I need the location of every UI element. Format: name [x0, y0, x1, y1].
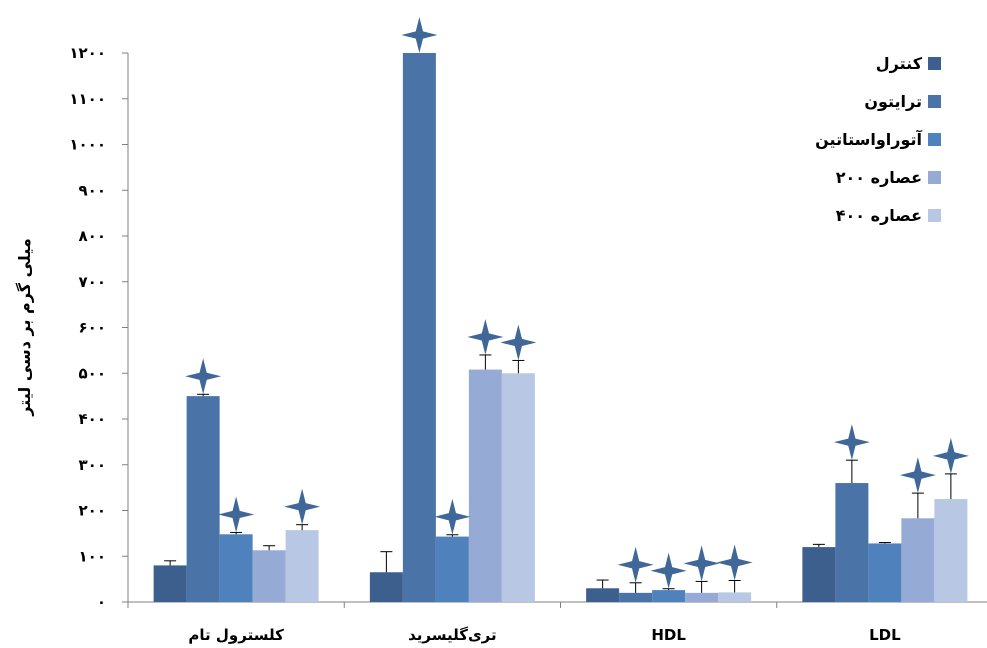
legend-label: عصاره ۲۰۰	[836, 168, 922, 187]
bar	[369, 572, 403, 602]
significance-star-icon	[932, 437, 969, 474]
y-tick-label: ۱۱۰۰	[69, 90, 106, 108]
significance-star-icon	[899, 457, 936, 494]
bar	[901, 518, 935, 602]
bar	[586, 588, 620, 602]
legend-label: ترایتون	[864, 92, 922, 111]
bar	[285, 530, 319, 602]
y-tick-label: ۶۰۰	[79, 319, 106, 337]
bar	[652, 590, 686, 602]
bar	[252, 550, 286, 602]
legend: کنترل ترایتون آتوراواستاتین عصاره ۲۰۰ عصاره …	[815, 54, 941, 225]
bar	[186, 396, 220, 602]
legend-label: عصاره ۴۰۰	[836, 206, 922, 225]
y-tick-label: ۹۰۰	[79, 181, 106, 199]
y-tick-label: ۱۲۰۰	[69, 44, 106, 62]
bar	[435, 536, 469, 602]
y-tick-label: ۳۰۰	[79, 456, 106, 474]
significance-star-icon	[683, 545, 720, 582]
category-label: کلسترول تام	[188, 626, 284, 644]
significance-star-icon	[284, 488, 321, 525]
significance-star-icon	[401, 17, 438, 53]
y-tick-label: ۱۰۰۰	[69, 136, 106, 154]
category-label: LDL	[869, 626, 901, 644]
bar	[402, 53, 436, 602]
bar	[718, 592, 752, 602]
bar	[868, 543, 902, 602]
legend-swatch	[928, 209, 941, 222]
significance-star-icon	[716, 544, 753, 581]
significance-star-icon	[185, 358, 222, 395]
legend-label: آتوراواستاتین	[815, 129, 922, 149]
y-tick-label: ۲۰۰	[79, 502, 106, 520]
significance-star-icon	[833, 424, 870, 461]
y-axis-title: میلی گرم بر دسی لیتر	[15, 238, 34, 417]
y-tick-label: ۴۰۰	[79, 410, 106, 428]
bar	[934, 499, 968, 602]
legend-swatch	[928, 57, 941, 70]
bar	[619, 592, 653, 602]
y-tick-label: ۵۰۰	[79, 364, 106, 382]
significance-markers-group	[185, 17, 969, 589]
significance-star-icon	[467, 318, 504, 355]
significance-star-icon	[650, 552, 687, 589]
bars-group	[153, 53, 968, 602]
bar	[802, 547, 836, 602]
bar	[685, 592, 719, 602]
legend-label: کنترل	[876, 54, 923, 73]
significance-star-icon	[500, 324, 537, 361]
y-axis: ۰ ۱۰۰ ۲۰۰ ۳۰۰ ۴۰۰ ۵۰۰ ۶۰۰ ۷۰۰ ۸۰۰ ۹۰۰ ۱۰۰۰ ۱۱۰۰ ۱۲۰۰	[69, 44, 129, 611]
legend-swatch	[928, 133, 941, 146]
x-axis: کلسترول تام تری‌گلیسرید HDL LDL	[127, 601, 987, 644]
category-label: تری‌گلیسرید	[408, 626, 497, 644]
significance-star-icon	[218, 496, 255, 533]
bar	[153, 565, 187, 602]
y-tick-label: ۰	[97, 593, 106, 611]
bar	[468, 369, 502, 602]
legend-swatch	[928, 95, 941, 108]
category-label: HDL	[651, 626, 686, 644]
bar	[835, 483, 869, 602]
y-tick-label: ۸۰۰	[79, 227, 106, 245]
legend-swatch	[928, 171, 941, 184]
error-bars-group	[164, 354, 957, 593]
significance-star-icon	[434, 498, 471, 535]
y-tick-label: ۷۰۰	[79, 273, 106, 291]
bar	[219, 534, 253, 602]
bar	[501, 373, 535, 602]
y-tick-label: ۱۰۰	[79, 547, 106, 565]
significance-star-icon	[617, 546, 654, 583]
